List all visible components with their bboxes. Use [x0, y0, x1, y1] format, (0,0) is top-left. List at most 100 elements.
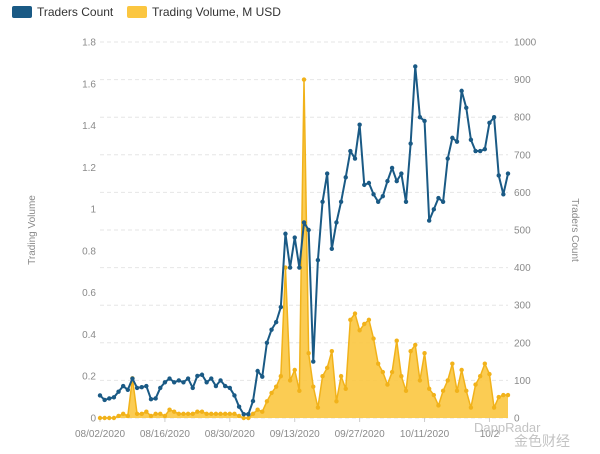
volume-point	[162, 413, 168, 419]
volume-point	[167, 407, 172, 412]
volume-point	[413, 342, 418, 348]
x-tick-label: 08/30/2020	[205, 429, 255, 440]
y-axis-title-right: Traders Count	[569, 198, 580, 262]
right-tick-label: 700	[514, 150, 531, 161]
left-tick-label: 1.2	[82, 163, 96, 174]
volume-point	[264, 399, 270, 404]
traders-point	[148, 397, 154, 402]
volume-point	[505, 392, 511, 398]
traders-point	[436, 195, 441, 201]
volume-point	[246, 415, 251, 421]
volume-point	[454, 388, 460, 394]
volume-point	[403, 388, 409, 394]
legend-item-volume[interactable]: Trading Volume, M USD	[127, 5, 281, 19]
legend[interactable]: Traders Count Trading Volume, M USD	[12, 5, 281, 19]
traders-point	[297, 265, 302, 270]
volume-point	[450, 361, 455, 366]
traders-point	[250, 398, 256, 404]
traders-point	[97, 393, 103, 398]
traders-point	[320, 199, 325, 204]
volume-point	[176, 411, 182, 417]
volume-point	[144, 409, 149, 414]
legend-item-traders[interactable]: Traders Count	[12, 5, 114, 19]
volume-point	[171, 409, 177, 414]
traders-point	[111, 395, 117, 400]
left-tick-label: 0.8	[82, 246, 96, 257]
volume-point	[250, 411, 256, 417]
traders-point	[222, 383, 228, 389]
traders-point	[352, 156, 358, 161]
volume-point	[436, 403, 441, 408]
traders-point	[185, 376, 191, 381]
traders-point	[408, 141, 413, 146]
traders-point	[473, 148, 478, 154]
right-tick-label: 0	[514, 414, 520, 425]
volume-point	[320, 374, 325, 379]
volume-point	[278, 374, 284, 379]
volume-point	[120, 411, 126, 417]
volume-point	[292, 367, 297, 373]
volume-point	[222, 411, 228, 417]
traders-point	[431, 207, 437, 212]
volume-point	[306, 351, 311, 356]
volume-point	[440, 388, 446, 394]
traders-point	[264, 340, 270, 345]
right-tick-label: 800	[514, 113, 531, 124]
left-tick-label: 1.4	[82, 121, 96, 132]
traders-point	[343, 175, 348, 180]
traders-point	[116, 389, 121, 394]
traders-point	[218, 378, 223, 383]
traders-point	[107, 396, 112, 401]
volume-point	[431, 392, 437, 398]
traders-point	[468, 137, 474, 142]
volume-point	[482, 361, 488, 366]
volume-point	[338, 374, 344, 379]
volume-point	[260, 409, 265, 414]
volume-point	[362, 321, 367, 327]
traders-point	[403, 199, 409, 204]
left-tick-label: 0	[90, 414, 96, 425]
traders-point	[139, 384, 144, 390]
left-tick-label: 1.6	[82, 79, 96, 90]
volume-point	[477, 374, 483, 379]
volume-point	[269, 390, 274, 396]
traders-point	[487, 120, 492, 126]
volume-point	[334, 399, 339, 404]
traders-point	[171, 380, 177, 385]
volume-area	[100, 79, 508, 418]
traders-point	[324, 171, 330, 176]
traders-point	[348, 148, 353, 154]
traders-point	[385, 178, 390, 184]
volume-point	[389, 369, 395, 375]
traders-point	[464, 105, 469, 111]
traders-point	[426, 218, 432, 223]
left-tick-label: 0.6	[82, 288, 96, 299]
volume-point	[496, 394, 501, 400]
traders-point	[375, 199, 381, 204]
traders-point	[269, 327, 274, 332]
traders-point	[292, 235, 297, 240]
volume-point	[204, 411, 209, 417]
legend-swatch-traders	[12, 6, 32, 18]
volume-point	[422, 351, 427, 356]
traders-point	[389, 165, 395, 171]
traders-point	[209, 376, 214, 381]
traders-point	[195, 373, 200, 379]
volume-point	[190, 411, 195, 417]
traders-point	[380, 193, 386, 199]
series-trading-volume	[97, 77, 511, 421]
volume-point	[125, 413, 131, 419]
volume-point	[491, 405, 497, 410]
traders-point	[450, 135, 455, 141]
volume-point	[153, 411, 158, 417]
traders-point	[394, 178, 399, 184]
traders-point	[153, 396, 158, 401]
traders-point	[236, 404, 242, 409]
traders-point	[120, 383, 126, 389]
traders-point	[399, 171, 404, 176]
traders-point	[273, 319, 279, 325]
traders-point	[440, 199, 446, 204]
traders-point	[306, 227, 311, 233]
traders-point	[255, 368, 260, 374]
